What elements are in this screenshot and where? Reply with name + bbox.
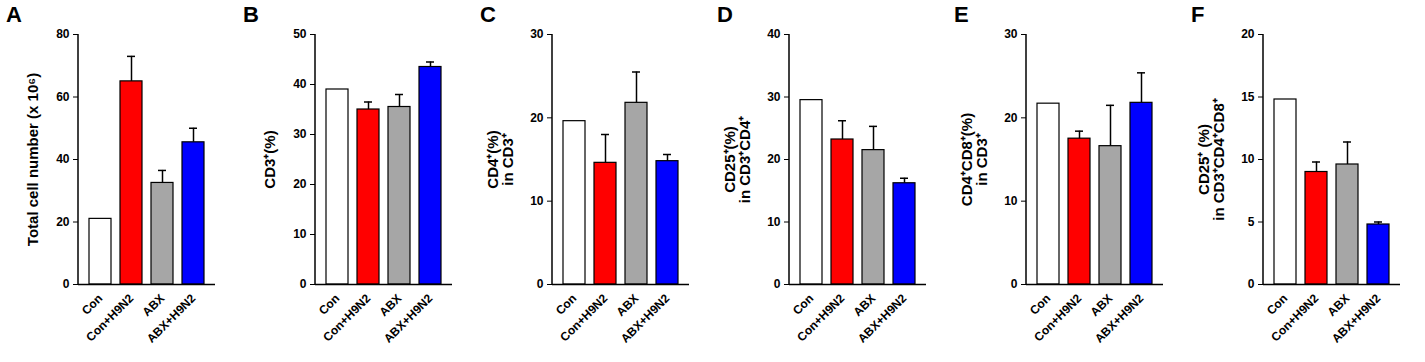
svg-text:CD25⁺(%)in CD3⁺CD4⁺: CD25⁺(%)in CD3⁺CD4⁺ bbox=[721, 116, 753, 204]
svg-text:10: 10 bbox=[530, 194, 544, 208]
svg-text:10: 10 bbox=[293, 227, 307, 241]
svg-text:10: 10 bbox=[1004, 194, 1018, 208]
svg-text:0: 0 bbox=[300, 277, 307, 291]
svg-text:10: 10 bbox=[767, 215, 781, 229]
svg-text:ABX+H9N2: ABX+H9N2 bbox=[144, 291, 199, 346]
html-text:E: E bbox=[954, 2, 969, 27]
svg-text:ABX: ABX bbox=[377, 291, 405, 319]
svg-text:Con+H9N2: Con+H9N2 bbox=[1268, 291, 1321, 344]
svg-text:Con+H9N2: Con+H9N2 bbox=[320, 291, 373, 344]
svg-text:40: 40 bbox=[56, 152, 70, 166]
html-text:B: B bbox=[243, 2, 259, 27]
svg-text:20: 20 bbox=[767, 152, 781, 166]
svg-text:60: 60 bbox=[56, 90, 70, 104]
html-text:A: A bbox=[6, 2, 22, 27]
svg-text:Con+H9N2: Con+H9N2 bbox=[557, 291, 610, 344]
svg-text:30: 30 bbox=[293, 127, 307, 141]
svg-text:Con: Con bbox=[316, 291, 342, 317]
svg-text:ABX+H9N2: ABX+H9N2 bbox=[1092, 291, 1147, 346]
svg-text:0: 0 bbox=[537, 277, 544, 291]
svg-text:ABX: ABX bbox=[140, 291, 168, 319]
svg-text:0: 0 bbox=[1011, 277, 1018, 291]
svg-text:Con: Con bbox=[79, 291, 105, 317]
svg-text:15: 15 bbox=[1241, 90, 1255, 104]
svg-text:30: 30 bbox=[530, 27, 544, 41]
svg-text:Con+H9N2: Con+H9N2 bbox=[83, 291, 136, 344]
svg-text:50: 50 bbox=[293, 27, 307, 41]
svg-text:ABX: ABX bbox=[1325, 291, 1353, 319]
svg-text:CD4⁺CD8⁺(%)in CD3⁺: CD4⁺CD8⁺(%)in CD3⁺ bbox=[958, 113, 990, 206]
svg-text:CD3⁺(%): CD3⁺(%) bbox=[261, 130, 278, 188]
svg-text:Con+H9N2: Con+H9N2 bbox=[794, 291, 847, 344]
svg-text:30: 30 bbox=[767, 90, 781, 104]
svg-text:10: 10 bbox=[1241, 152, 1255, 166]
svg-text:Con: Con bbox=[1264, 291, 1290, 317]
svg-text:20: 20 bbox=[530, 111, 544, 125]
svg-text:20: 20 bbox=[293, 177, 307, 191]
html-text:D: D bbox=[717, 2, 733, 27]
svg-text:CD25⁺ (%)in CD3⁺CD4⁺CD8⁺: CD25⁺ (%)in CD3⁺CD4⁺CD8⁺ bbox=[1195, 98, 1227, 221]
svg-text:Con: Con bbox=[790, 291, 816, 317]
svg-text:Con+H9N2: Con+H9N2 bbox=[1031, 291, 1084, 344]
svg-text:ABX: ABX bbox=[614, 291, 642, 319]
svg-text:80: 80 bbox=[56, 27, 70, 41]
svg-text:0: 0 bbox=[1248, 277, 1255, 291]
svg-text:ABX: ABX bbox=[851, 291, 879, 319]
svg-text:ABX+H9N2: ABX+H9N2 bbox=[381, 291, 436, 346]
svg-text:Total cell number (x 10⁶): Total cell number (x 10⁶) bbox=[24, 73, 41, 246]
html-text:F: F bbox=[1191, 2, 1205, 27]
html-text:C: C bbox=[480, 2, 496, 27]
svg-text:5: 5 bbox=[1248, 215, 1255, 229]
svg-text:20: 20 bbox=[1241, 27, 1255, 41]
svg-text:ABX: ABX bbox=[1088, 291, 1116, 319]
svg-text:Con: Con bbox=[553, 291, 579, 317]
svg-text:Con: Con bbox=[1027, 291, 1053, 317]
svg-text:20: 20 bbox=[56, 215, 70, 229]
svg-text:ABX+H9N2: ABX+H9N2 bbox=[618, 291, 673, 346]
svg-text:40: 40 bbox=[767, 27, 781, 41]
svg-text:30: 30 bbox=[1004, 27, 1018, 41]
svg-text:0: 0 bbox=[63, 277, 70, 291]
svg-text:0: 0 bbox=[774, 277, 781, 291]
svg-text:ABX+H9N2: ABX+H9N2 bbox=[1329, 291, 1384, 346]
svg-text:20: 20 bbox=[1004, 111, 1018, 125]
svg-text:ABX+H9N2: ABX+H9N2 bbox=[855, 291, 910, 346]
svg-text:CD4⁺(%)in CD3⁺: CD4⁺(%)in CD3⁺ bbox=[484, 130, 516, 188]
svg-text:40: 40 bbox=[293, 77, 307, 91]
